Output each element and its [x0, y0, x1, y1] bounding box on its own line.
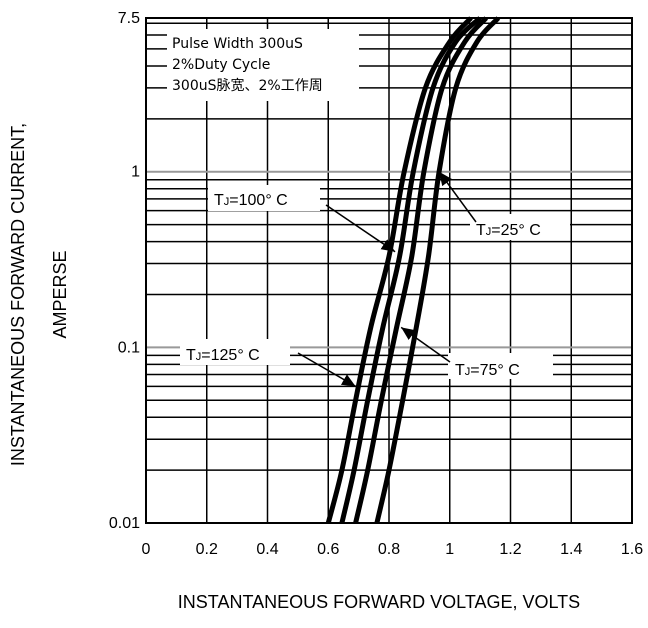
- series-curves: [325, 16, 501, 524]
- y-axis-title-line: INSTANTANEOUS FORWARD CURRENT,: [8, 123, 28, 466]
- y-axis-title: INSTANTANEOUS FORWARD CURRENT, AMPERSE: [8, 123, 70, 466]
- y-tick-label: 0.01: [109, 515, 140, 532]
- y-axis-title-line: AMPERSE: [50, 250, 70, 338]
- annotation-arrow: [325, 204, 396, 253]
- series-line: [353, 16, 489, 524]
- y-tick-label: 7.5: [118, 10, 140, 27]
- legend-entry: Pulse Width 300uS: [172, 36, 303, 52]
- series-line: [374, 16, 501, 524]
- legend-entry: 2%Duty Cycle: [172, 57, 270, 73]
- annotation-background: [470, 214, 570, 240]
- x-tick-label: 1.4: [560, 541, 582, 558]
- plot-frame: [145, 17, 633, 524]
- x-tick-label: 0.6: [317, 541, 339, 558]
- x-tick-label: 1: [445, 541, 454, 558]
- annotation-arrow: [438, 171, 477, 223]
- annotations: TJ=100° C TJ=25° C TJ=125° C TJ=75° C: [180, 171, 570, 387]
- annotation-label: TJ=100° C: [214, 192, 288, 209]
- annotation-label: TJ=75° C: [455, 362, 520, 379]
- y-tick-label: 1: [131, 164, 140, 181]
- x-axis-title: INSTANTANEOUS FORWARD VOLTAGE, VOLTS: [178, 592, 580, 612]
- annotation-arrow: [400, 326, 451, 363]
- x-tick-label: 1.2: [499, 541, 521, 558]
- x-tick-label: 1.6: [621, 541, 643, 558]
- x-tick-label: 0: [142, 541, 151, 558]
- annotation-label: TJ=25° C: [476, 222, 541, 239]
- annotation-label: TJ=125° C: [186, 347, 260, 364]
- annotation-background: [448, 353, 553, 379]
- annotation-background: [180, 339, 290, 365]
- annotation-arrow: [297, 352, 356, 387]
- x-tick-label: 0.4: [256, 541, 278, 558]
- series-line: [339, 16, 482, 524]
- legend-background: [167, 29, 359, 101]
- y-tick-label: 0.1: [118, 339, 140, 356]
- legend-entry: 300uS脉宽、2%工作周: [172, 77, 323, 94]
- x-tick-label: 0.8: [378, 541, 400, 558]
- series-line: [325, 16, 473, 524]
- x-tick-label: 0.2: [196, 541, 218, 558]
- legend: Pulse Width 300uS 2%Duty Cycle 300uS脉宽、2%工…: [167, 29, 359, 101]
- annotation-background: [208, 185, 320, 211]
